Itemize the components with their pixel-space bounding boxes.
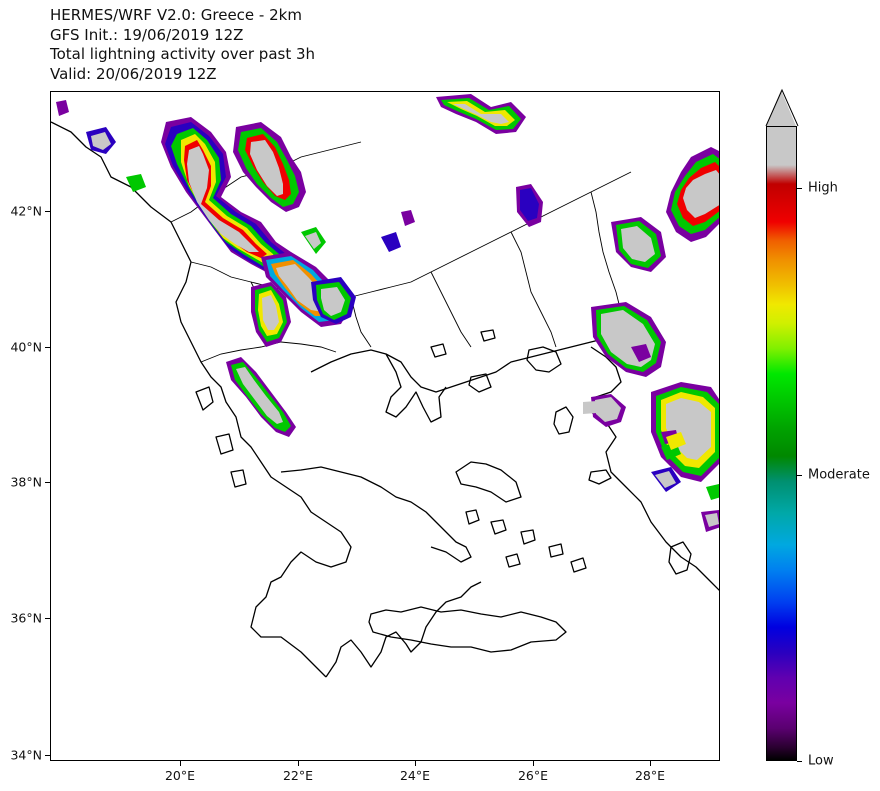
y-tick-label: 42°N — [10, 203, 42, 219]
lightning-cluster-w-greece — [251, 282, 291, 347]
map-panel — [50, 91, 720, 761]
lightning-cluster-turkey-south — [591, 302, 666, 377]
x-tick-label: 28°E — [634, 768, 666, 783]
title-init: GFS Init.: 19/06/2019 12Z — [50, 25, 244, 44]
x-tick-label: 20°E — [164, 768, 196, 783]
x-tick-label: 24°E — [399, 768, 431, 783]
y-tick-mark — [45, 618, 50, 619]
colorbar-label-high: High — [808, 180, 838, 196]
map-title-block: HERMES/WRF V2.0: Greece - 2km GFS Init.:… — [50, 6, 315, 84]
lightning-cluster-thessaloniki — [311, 277, 356, 324]
y-tick-label: 40°N — [10, 339, 42, 355]
x-tick-mark — [533, 761, 534, 766]
lightning-cluster-turkey-east — [666, 147, 719, 242]
colorbar-tick — [797, 475, 802, 476]
y-tick-mark — [45, 347, 50, 348]
y-tick-mark — [45, 755, 50, 756]
x-tick-mark — [415, 761, 416, 766]
x-tick-mark — [650, 761, 651, 766]
y-tick-label: 38°N — [10, 474, 42, 490]
lightning-areas — [56, 94, 719, 532]
title-model: HERMES/WRF V2.0: Greece - 2km — [50, 6, 302, 24]
x-tick-label: 26°E — [517, 768, 549, 783]
coastlines — [51, 121, 719, 678]
colorbar-label-moderate: Moderate — [808, 467, 870, 483]
colorbar-arrow-outline — [765, 88, 799, 127]
y-tick-mark — [45, 211, 50, 212]
lightning-cluster-north-balkans — [233, 122, 306, 212]
y-tick-mark — [45, 482, 50, 483]
y-tick-label: 36°N — [10, 610, 42, 626]
title-valid-time: Valid: 20/06/2019 12Z — [50, 64, 217, 83]
colorbar-tick — [797, 188, 802, 189]
lightning-map — [51, 94, 719, 678]
colorbar-label-low: Low — [808, 753, 834, 769]
lightning-cluster-bulgaria-east — [516, 184, 543, 227]
lightning-cluster-nw-balkans — [161, 117, 301, 282]
y-tick-label: 34°N — [10, 747, 42, 763]
x-tick-mark — [180, 761, 181, 766]
lightning-cluster-n-aegean — [436, 94, 526, 134]
x-tick-mark — [298, 761, 299, 766]
colorbar-extend-arrow — [766, 90, 796, 126]
colorbar — [766, 126, 797, 761]
x-tick-label: 22°E — [282, 768, 314, 783]
colorbar-tick — [797, 761, 802, 762]
lightning-cluster-turkey-west — [611, 217, 666, 272]
lightning-cluster-small — [56, 100, 719, 532]
lightning-cluster-epirus — [226, 357, 296, 437]
title-variable: Total lightning activity over past 3h — [50, 45, 316, 63]
